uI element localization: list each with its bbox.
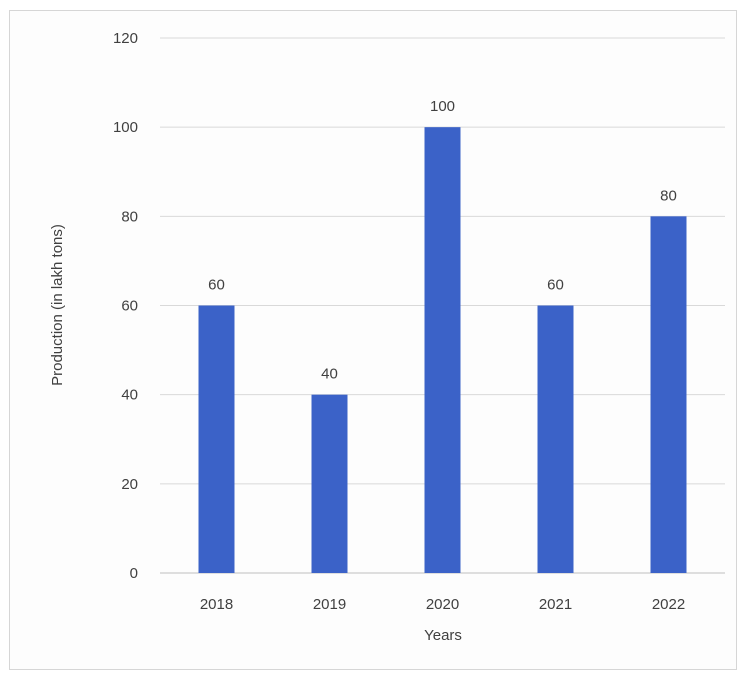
- x-tick-label-2022: 2022: [652, 596, 685, 613]
- data-label-2019: 40: [321, 366, 338, 383]
- y-tick-label: 20: [121, 476, 138, 493]
- bar-2022: [650, 216, 687, 574]
- y-axis-title: Production (in lakh tons): [49, 224, 66, 386]
- x-axis-title: Years: [424, 627, 462, 644]
- data-label-2020: 100: [430, 98, 455, 115]
- bars: [198, 127, 687, 574]
- y-tick-label: 120: [113, 30, 138, 47]
- bar-2019: [311, 394, 348, 573]
- x-axis-ticks: 2018 2019 2020 2021 2022: [200, 596, 685, 613]
- bar-2021: [537, 305, 574, 573]
- y-tick-label: 100: [113, 119, 138, 136]
- y-tick-label: 60: [121, 298, 138, 315]
- data-labels: 60 40 100 60 80: [208, 98, 677, 383]
- data-label-2018: 60: [208, 277, 225, 294]
- chart-frame: [9, 10, 737, 670]
- bar-2018: [198, 305, 235, 573]
- y-tick-label: 0: [130, 565, 138, 582]
- x-tick-label-2018: 2018: [200, 596, 233, 613]
- x-tick-label-2021: 2021: [539, 596, 572, 613]
- bar-2020: [424, 127, 461, 574]
- data-label-2021: 60: [547, 277, 564, 294]
- x-tick-label-2019: 2019: [313, 596, 346, 613]
- y-tick-label: 80: [121, 208, 138, 225]
- data-label-2022: 80: [660, 187, 677, 204]
- y-tick-label: 40: [121, 387, 138, 404]
- y-axis-ticks: 0 20 40 60 80 100 120: [113, 30, 138, 582]
- x-tick-label-2020: 2020: [426, 596, 459, 613]
